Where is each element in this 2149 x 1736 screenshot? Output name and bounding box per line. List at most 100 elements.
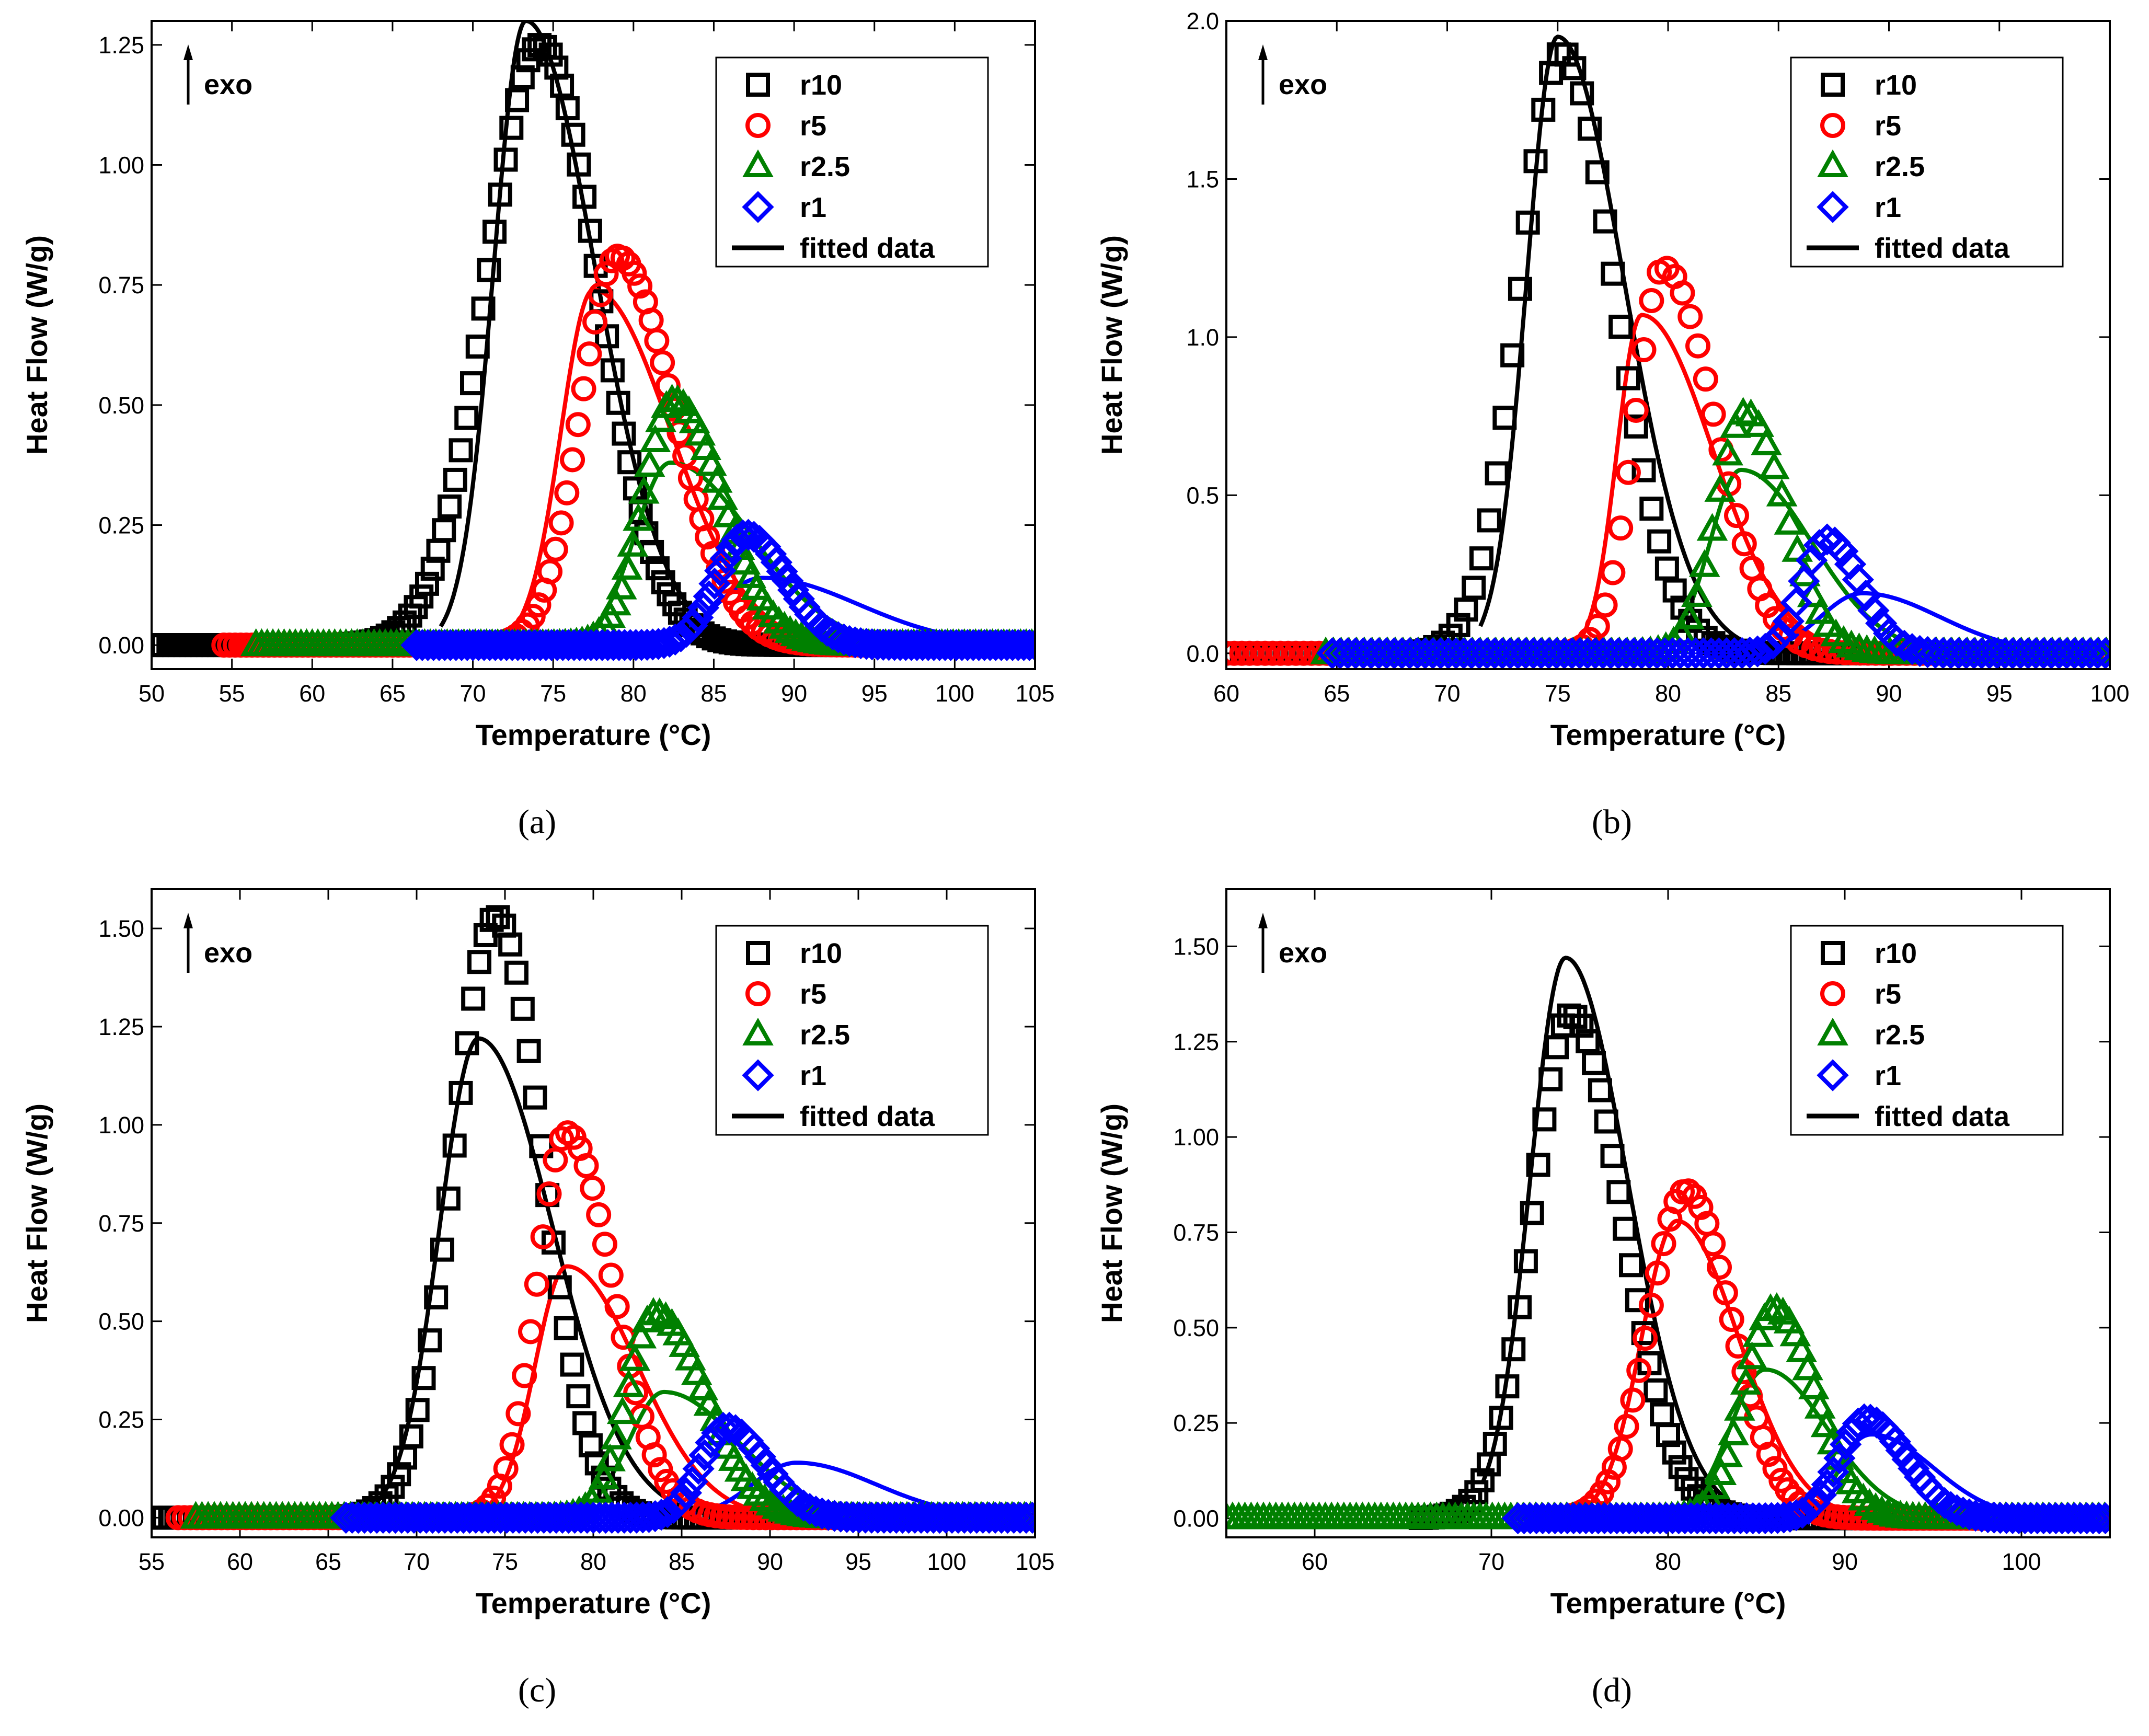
data-point-r5 — [1675, 1178, 1701, 1204]
x-tick-label: 70 — [404, 1548, 430, 1575]
exo-arrowhead-icon — [1258, 44, 1268, 60]
data-point-r2_5 — [1761, 1292, 1792, 1320]
y-tick-label: 1.50 — [98, 915, 144, 942]
legend: r10 r5 r2.5 r1 fitted data — [715, 925, 989, 1136]
data-point-r10 — [493, 147, 518, 172]
data-point-r5 — [1651, 1231, 1676, 1257]
x-tick-label: 85 — [700, 680, 727, 707]
data-point-r5 — [641, 1442, 667, 1468]
data-point-r2_5 — [634, 449, 665, 477]
data-point-r5 — [537, 559, 563, 584]
data-point-r10 — [1594, 1109, 1618, 1134]
x-tick-label: 100 — [2002, 1548, 2041, 1575]
data-point-r10 — [529, 1134, 554, 1158]
legend-swatch-r1 — [742, 191, 774, 223]
data-point-r1 — [1733, 636, 1766, 669]
x-tick-label: 85 — [1765, 680, 1791, 707]
data-point-r10 — [1570, 81, 1594, 106]
data-point-r5 — [493, 1456, 519, 1481]
x-ticks: 60 70 80 90 100 — [1302, 889, 2041, 1575]
data-point-r1 — [1007, 629, 1035, 661]
data-point-r1 — [642, 628, 675, 660]
data-point-r1 — [1959, 1499, 1992, 1532]
x-axis-title: Temperature (°C) — [476, 1586, 711, 1619]
data-point-r2_5 — [1798, 1371, 1830, 1399]
data-point-r5 — [1755, 593, 1780, 618]
data-point-r2_5 — [1699, 1471, 1731, 1499]
data-point-r2_5 — [1758, 451, 1790, 479]
legend: r10 r5 r2.5 r1 fitted data — [715, 56, 989, 268]
data-point-r1 — [670, 1477, 703, 1509]
data-point-r1 — [663, 1485, 696, 1518]
legend-label-r1: r1 — [1875, 192, 1901, 223]
legend-swatch-r1 — [742, 1059, 774, 1091]
x-tick-label: 75 — [492, 1548, 518, 1575]
data-point-r10 — [152, 633, 164, 658]
x-axis-title: Temperature (°C) — [476, 718, 711, 751]
data-point-r5 — [1614, 1413, 1639, 1439]
y-tick-label: 1.25 — [98, 1014, 144, 1040]
data-point-r10 — [510, 996, 535, 1021]
data-point-r1 — [1741, 635, 1774, 668]
data-point-r1 — [2089, 1502, 2110, 1535]
data-point-r10 — [523, 1085, 547, 1110]
legend-swatch-r1 — [1817, 191, 1849, 223]
data-point-r10 — [454, 406, 479, 430]
y-ticks: 0.0 0.5 1.0 1.5 2.0 — [1186, 8, 2110, 667]
series-r1 — [330, 1411, 1035, 1534]
chart-panel-c: 55 60 65 70 75 80 85 90 95 100 105 0.00 0.25 0.50 0.75… — [0, 868, 1074, 1736]
y-ticks: 0.00 0.25 0.50 0.75 1.00 1.25 — [98, 32, 1035, 659]
data-point-r2_5 — [606, 1396, 638, 1424]
x-tick-label: 65 — [1324, 680, 1350, 707]
data-point-r10 — [1654, 556, 1679, 581]
data-point-r10 — [477, 258, 501, 282]
data-point-r5 — [622, 260, 647, 286]
legend-swatch-r10 — [746, 73, 770, 97]
exo-annotation: exo — [183, 913, 252, 973]
data-point-r2_5 — [1805, 596, 1836, 624]
data-point-r10 — [405, 1398, 430, 1422]
x-tick-label: 80 — [1655, 680, 1681, 707]
data-point-r2_5 — [662, 384, 694, 412]
data-point-r5 — [648, 1457, 673, 1482]
data-point-r10 — [1446, 613, 1470, 637]
data-point-r10 — [399, 1424, 423, 1448]
data-point-r10 — [387, 1462, 411, 1487]
data-point-r2_5 — [1712, 438, 1743, 466]
data-point-r5 — [543, 1147, 568, 1172]
series-r1 — [1316, 523, 2110, 669]
data-point-r10 — [1492, 406, 1517, 430]
data-point-r5 — [1633, 1326, 1658, 1351]
legend-label-r2_5: r2.5 — [1875, 1019, 1925, 1051]
data-point-r2_5 — [643, 1297, 675, 1326]
data-point-r2_5 — [681, 1357, 712, 1385]
exo-arrowhead-icon — [1258, 913, 1268, 928]
plot-area — [1226, 35, 2110, 669]
data-point-r1 — [1780, 1499, 1812, 1532]
y-tick-label: 0.75 — [98, 1210, 144, 1237]
legend-swatch-r2_5 — [1817, 1017, 1848, 1045]
exo-annotation: exo — [1258, 913, 1327, 973]
data-point-r5 — [582, 309, 608, 335]
data-point-r2_5 — [763, 605, 795, 634]
legend-label-fitted_data: fitted data — [800, 233, 935, 264]
data-point-r5 — [1260, 640, 1285, 666]
data-point-r5 — [548, 510, 574, 536]
data-point-r1 — [727, 519, 759, 551]
data-point-r10 — [442, 1133, 467, 1158]
data-point-r10 — [1470, 1468, 1495, 1492]
data-point-r10 — [504, 960, 528, 985]
data-point-r10 — [1601, 261, 1625, 286]
data-point-r5 — [1275, 640, 1301, 666]
data-point-r5 — [543, 536, 568, 562]
panel-caption-a: (a) — [518, 803, 557, 841]
data-point-r2_5 — [601, 1421, 632, 1450]
y-axis-title: Heat Flow (W/g) — [20, 235, 53, 455]
data-point-r2_5 — [617, 528, 649, 557]
data-point-r5 — [505, 1401, 531, 1427]
legend-swatch-r2_5 — [742, 149, 774, 177]
data-point-r10 — [381, 1475, 405, 1499]
data-point-r5 — [1607, 1436, 1633, 1462]
data-point-r5 — [1631, 337, 1657, 363]
x-tick-label: 75 — [540, 680, 566, 707]
